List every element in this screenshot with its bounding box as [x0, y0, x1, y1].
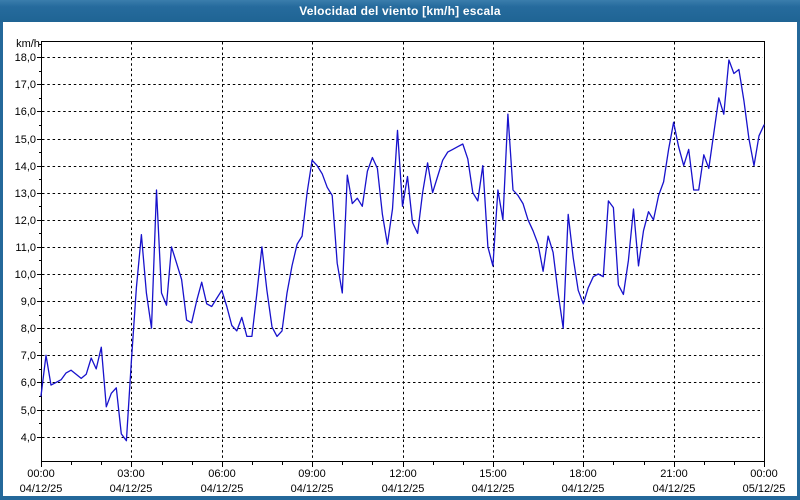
y-axis-ticks: [37, 44, 41, 438]
svg-text:04/12/25: 04/12/25: [201, 483, 244, 495]
svg-text:21:00: 21:00: [660, 468, 688, 480]
svg-text:13,0: 13,0: [15, 188, 36, 200]
x-axis-ticks: [41, 461, 765, 467]
svg-text:00:00: 00:00: [27, 468, 55, 480]
svg-text:09:00: 09:00: [298, 468, 326, 480]
svg-text:7,0: 7,0: [21, 350, 36, 362]
svg-text:04/12/25: 04/12/25: [110, 483, 153, 495]
y-gridlines: [42, 57, 763, 438]
svg-text:04/12/25: 04/12/25: [653, 483, 696, 495]
svg-text:04/12/25: 04/12/25: [291, 483, 334, 495]
y-axis-unit-label: km/h: [16, 38, 40, 50]
window-title: Velocidad del viento [km/h] escala: [299, 4, 501, 18]
svg-text:05/12/25: 05/12/25: [743, 483, 786, 495]
svg-text:15,0: 15,0: [15, 134, 36, 146]
svg-text:18,0: 18,0: [15, 52, 36, 64]
svg-text:04/12/25: 04/12/25: [562, 483, 605, 495]
x-gridlines: [131, 42, 675, 460]
svg-text:4,0: 4,0: [21, 432, 36, 444]
svg-text:12:00: 12:00: [389, 468, 417, 480]
svg-text:03:00: 03:00: [117, 468, 145, 480]
svg-text:17,0: 17,0: [15, 79, 36, 91]
svg-text:04/12/25: 04/12/25: [20, 483, 63, 495]
svg-text:8,0: 8,0: [21, 323, 36, 335]
wind-speed-chart: 4,0 5,0 6,0 7,0 8,0 9,0 10,0 11,0 12,0 13,0 14,0 15…: [15, 41, 786, 495]
svg-text:16,0: 16,0: [15, 106, 36, 118]
svg-text:06:00: 06:00: [208, 468, 236, 480]
y-tick-labels: 4,0 5,0 6,0 7,0 8,0 9,0 10,0 11,0 12,0 13,0 14,0 15…: [15, 52, 36, 444]
svg-text:11,0: 11,0: [15, 242, 36, 254]
window-titlebar: Velocidad del viento [km/h] escala: [0, 0, 800, 22]
svg-text:5,0: 5,0: [21, 405, 36, 417]
svg-text:18:00: 18:00: [569, 468, 597, 480]
svg-text:9,0: 9,0: [21, 296, 36, 308]
svg-text:12,0: 12,0: [15, 215, 36, 227]
svg-text:04/12/25: 04/12/25: [472, 483, 515, 495]
svg-text:14,0: 14,0: [15, 161, 36, 173]
svg-text:04/12/25: 04/12/25: [382, 483, 425, 495]
svg-text:10,0: 10,0: [15, 269, 36, 281]
svg-text:00:00: 00:00: [750, 468, 778, 480]
svg-text:15:00: 15:00: [479, 468, 507, 480]
x-tick-labels: 00:00 04/12/25 03:00 04/12/25 06:00 04/12/25 0…: [20, 468, 786, 495]
wind-speed-series-line: [40, 59, 765, 442]
svg-text:6,0: 6,0: [21, 377, 36, 389]
